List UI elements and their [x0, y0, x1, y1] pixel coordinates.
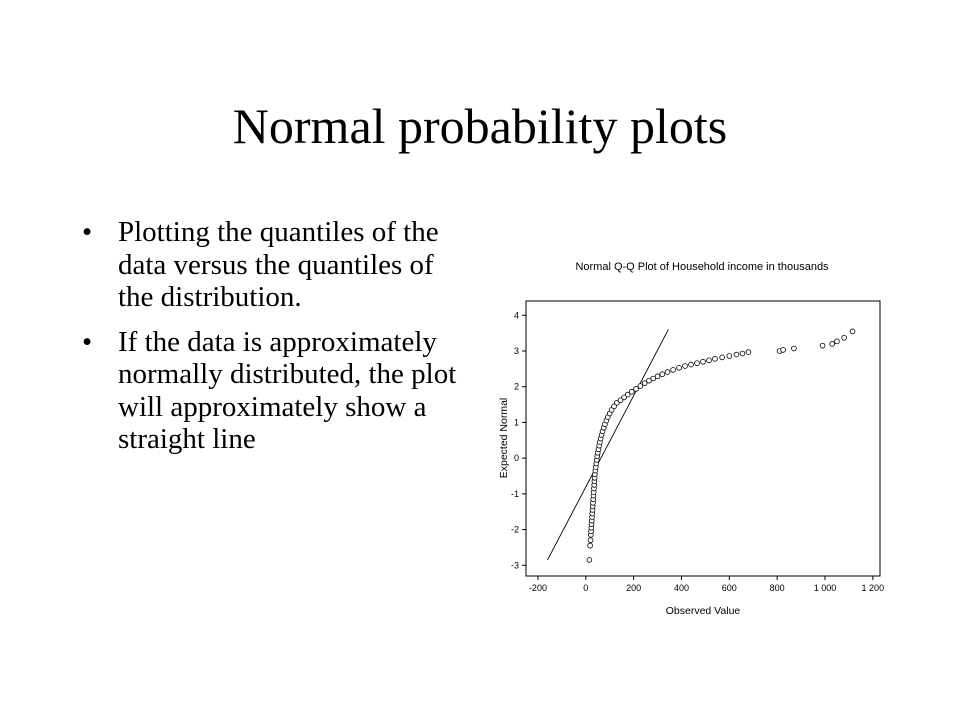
bullet-glyph: • — [82, 216, 93, 248]
data-point — [849, 328, 856, 335]
data-point — [586, 557, 593, 563]
data-point — [650, 375, 657, 382]
y-tick-label: 4 — [514, 310, 519, 320]
x-tick-label: 1 000 — [814, 583, 837, 593]
y-axis-label: Expected Normal — [498, 398, 510, 479]
data-point — [659, 371, 666, 378]
data-point — [780, 347, 786, 353]
data-point — [739, 350, 746, 357]
x-tick-label: 0 — [583, 583, 588, 593]
data-point — [706, 357, 712, 364]
y-axis: -3 -2 -1 0 1 2 3 4 — [511, 310, 526, 570]
data-point — [641, 380, 648, 386]
data-point — [587, 537, 594, 544]
data-point — [628, 388, 635, 395]
bullet-glyph: • — [82, 325, 93, 358]
data-point — [733, 351, 740, 358]
data-point — [700, 358, 706, 365]
data-point — [646, 377, 652, 384]
data-point — [694, 360, 700, 366]
data-point — [621, 394, 627, 401]
data-point — [829, 341, 835, 347]
data-point — [654, 373, 661, 380]
bullet-text: If the data is approximately normally di… — [118, 325, 457, 456]
x-tick-label: -200 — [529, 583, 547, 593]
y-tick-label: -1 — [511, 489, 519, 499]
data-point — [719, 354, 725, 361]
data-point — [633, 386, 639, 392]
data-point — [682, 363, 688, 369]
slide-title: Normal probability plots — [232, 98, 728, 154]
x-tick-label: 400 — [674, 583, 689, 593]
x-tick-label: 800 — [770, 583, 785, 593]
y-tick-label: -2 — [511, 525, 519, 535]
data-point — [726, 353, 733, 359]
data-point — [791, 345, 797, 352]
y-tick-label: 0 — [514, 453, 519, 463]
data-point — [587, 542, 593, 549]
reference-line — [547, 329, 669, 561]
y-tick-label: -3 — [511, 560, 519, 570]
plot-frame — [525, 300, 881, 577]
data-point — [745, 349, 752, 355]
data-point — [624, 391, 631, 398]
bullet-list: • Plotting the quantiles of the data ver… — [80, 216, 460, 468]
data-point — [841, 334, 847, 341]
data-point — [819, 342, 826, 349]
bullet-item: • If the data is approximately normally … — [80, 326, 460, 456]
chart-title: Normal Q-Q Plot of Household income in t… — [575, 261, 829, 273]
y-tick-label: 1 — [514, 417, 519, 427]
qq-plot: Normal Q-Q Plot of Household income in t… — [498, 261, 884, 617]
y-tick-label: 2 — [514, 382, 519, 392]
x-tick-label: 600 — [722, 583, 737, 593]
bullet-item: • Plotting the quantiles of the data ver… — [80, 216, 460, 314]
data-point — [611, 403, 617, 410]
data-point — [688, 361, 694, 368]
x-tick-label: 200 — [626, 583, 641, 593]
x-axis: -200 0 200 400 600 800 1 000 1 200 — [529, 576, 884, 593]
data-point — [664, 369, 671, 375]
data-point — [617, 397, 624, 404]
data-point — [637, 383, 644, 389]
y-tick-label: 3 — [514, 346, 519, 356]
data-point — [670, 367, 676, 373]
data-point — [712, 356, 718, 362]
data-point — [834, 338, 840, 345]
data-point — [676, 364, 682, 371]
bullet-text: Plotting the quantiles of the data versu… — [118, 216, 439, 313]
x-tick-label: 1 200 — [862, 583, 885, 593]
plot-marks — [547, 328, 856, 563]
x-axis-label: Observed Value — [666, 605, 741, 617]
